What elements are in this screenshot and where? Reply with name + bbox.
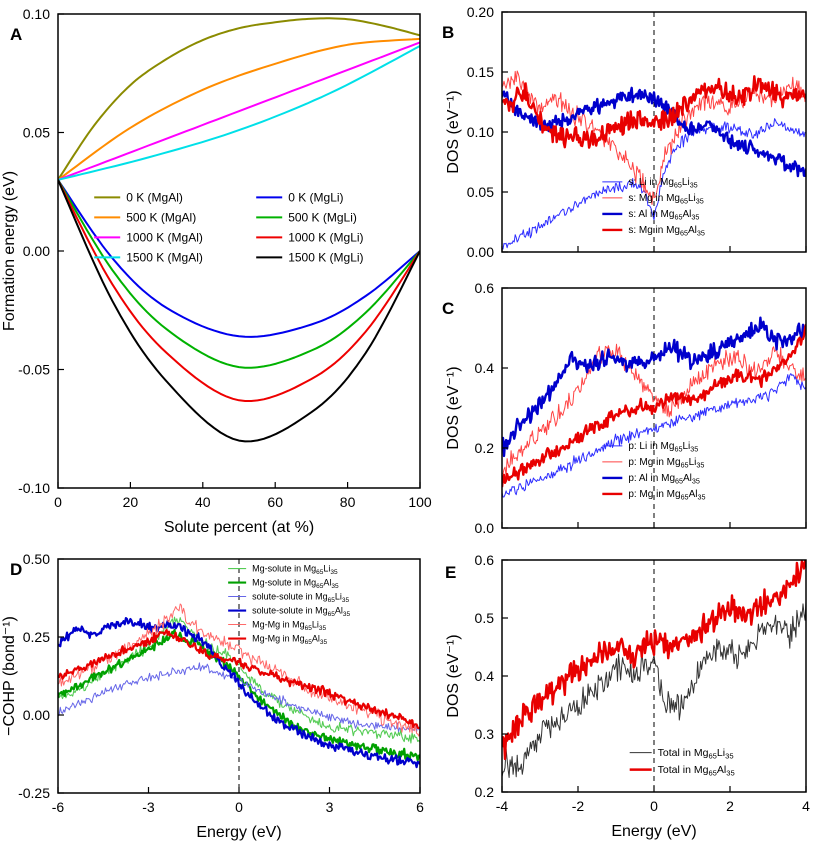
svg-text:Energy (eV): Energy (eV): [611, 823, 696, 840]
panel-formation-energy: 0 20 40 60 80 100 -0.10 -0.05 0.00 0.05 0.10 Solute…: [0, 0, 432, 545]
svg-text:p: Li in Mg65Li35: p: Li in Mg65Li35: [628, 441, 698, 454]
svg-text:40: 40: [195, 494, 211, 510]
svg-text:DOS (eV⁻¹): DOS (eV⁻¹): [445, 90, 462, 173]
svg-text:0 K (MgLi): 0 K (MgLi): [288, 190, 343, 204]
svg-text:0 K (MgAl): 0 K (MgAl): [126, 190, 183, 204]
svg-text:0: 0: [650, 798, 658, 814]
svg-text:p: Mg in Mg65Al35: p: Mg in Mg65Al35: [628, 489, 705, 502]
svg-text:p: Mg in Mg65Li35: p: Mg in Mg65Li35: [628, 457, 704, 470]
svg-text:-6: -6: [52, 799, 65, 815]
svg-text:0.00: 0.00: [23, 707, 50, 723]
svg-text:1000 K (MgAl): 1000 K (MgAl): [126, 230, 203, 244]
panel-cohp: -6 -3 0 3 6 -0.25 0.00 0.25 0.50 Energy (eV) −COHP…: [0, 545, 432, 845]
svg-text:0.2: 0.2: [475, 440, 495, 456]
svg-text:0.4: 0.4: [475, 360, 495, 376]
svg-text:6: 6: [416, 799, 424, 815]
svg-text:0.15: 0.15: [467, 64, 494, 80]
svg-text:0.20: 0.20: [467, 4, 494, 20]
svg-text:1000 K (MgLi): 1000 K (MgLi): [288, 230, 363, 244]
svg-text:0.5: 0.5: [475, 610, 495, 626]
svg-text:-0.10: -0.10: [18, 480, 50, 496]
svg-text:s: Mg in Mg65Al35: s: Mg in Mg65Al35: [628, 225, 705, 238]
svg-text:Mg-solute in Mg65Li35: Mg-solute in Mg65Li35: [252, 564, 338, 576]
svg-text:60: 60: [267, 494, 283, 510]
svg-text:0.50: 0.50: [23, 551, 50, 567]
panel-total-dos: -4 -2 0 2 4 0.2 0.3 0.4 0.5 0.6 Energy (eV) DOS (eV…: [432, 552, 813, 845]
svg-text:−COHP (bond⁻¹): −COHP (bond⁻¹): [1, 616, 18, 736]
svg-text:s: Li in Mg65Li35: s: Li in Mg65Li35: [628, 177, 697, 190]
svg-text:0.10: 0.10: [467, 124, 494, 140]
svg-text:80: 80: [340, 494, 356, 510]
svg-text:-4: -4: [496, 798, 509, 814]
svg-text:0.6: 0.6: [475, 280, 495, 296]
svg-text:-0.25: -0.25: [18, 785, 50, 801]
svg-text:20: 20: [123, 494, 139, 510]
svg-text:1500 K (MgAl): 1500 K (MgAl): [126, 250, 203, 264]
svg-text:Total in Mg65Al35: Total in Mg65Al35: [658, 764, 735, 778]
svg-text:0.25: 0.25: [23, 629, 50, 645]
svg-text:3: 3: [326, 799, 334, 815]
svg-text:1500 K (MgLi): 1500 K (MgLi): [288, 250, 363, 264]
svg-text:s: Mg in Mg65Li35: s: Mg in Mg65Li35: [628, 193, 703, 206]
svg-text:solute-solute in Mg65Li35: solute-solute in Mg65Li35: [252, 592, 349, 604]
svg-text:-0.05: -0.05: [18, 362, 50, 378]
svg-text:0: 0: [235, 799, 243, 815]
svg-text:0.4: 0.4: [475, 668, 495, 684]
svg-text:C: C: [442, 299, 454, 318]
svg-text:D: D: [10, 560, 22, 579]
svg-text:Mg-Mg in Mg65Li35: Mg-Mg in Mg65Li35: [252, 620, 326, 632]
svg-text:4: 4: [802, 798, 810, 814]
svg-text:DOS (eV⁻¹): DOS (eV⁻¹): [445, 634, 462, 717]
svg-text:p: Al in Mg65Al35: p: Al in Mg65Al35: [628, 473, 700, 486]
svg-text:0.10: 0.10: [23, 6, 50, 22]
svg-text:-3: -3: [142, 799, 155, 815]
svg-text:0.6: 0.6: [475, 552, 495, 568]
svg-text:2: 2: [726, 798, 734, 814]
svg-text:0.0: 0.0: [475, 520, 495, 536]
svg-text:E: E: [445, 563, 456, 582]
svg-text:0.00: 0.00: [467, 244, 494, 260]
svg-text:-2: -2: [572, 798, 585, 814]
svg-text:Mg-Mg in Mg65Al35: Mg-Mg in Mg65Al35: [252, 634, 327, 646]
svg-text:B: B: [442, 23, 454, 42]
svg-text:0.05: 0.05: [467, 184, 494, 200]
svg-text:Solute percent (at %): Solute percent (at %): [164, 519, 314, 536]
svg-text:Mg-solute in Mg65Al35: Mg-solute in Mg65Al35: [252, 578, 339, 590]
svg-text:A: A: [10, 25, 22, 44]
svg-text:0.3: 0.3: [475, 726, 495, 742]
svg-text:100: 100: [408, 494, 432, 510]
svg-text:Formation energy (eV): Formation energy (eV): [1, 171, 18, 331]
svg-text:solute-solute in Mg65Al35: solute-solute in Mg65Al35: [252, 606, 350, 618]
svg-text:500 K (MgAl): 500 K (MgAl): [126, 210, 196, 224]
svg-text:500 K (MgLi): 500 K (MgLi): [288, 210, 357, 224]
svg-text:Total in Mg65Li35: Total in Mg65Li35: [658, 747, 734, 761]
svg-text:0.00: 0.00: [23, 243, 50, 259]
svg-text:s: Al in Mg65Al35: s: Al in Mg65Al35: [628, 209, 699, 222]
svg-text:0.2: 0.2: [475, 784, 495, 800]
svg-text:Energy (eV): Energy (eV): [196, 824, 281, 841]
svg-text:DOS (eV⁻¹): DOS (eV⁻¹): [445, 366, 462, 449]
svg-text:0.05: 0.05: [23, 125, 50, 141]
svg-text:0: 0: [54, 494, 62, 510]
